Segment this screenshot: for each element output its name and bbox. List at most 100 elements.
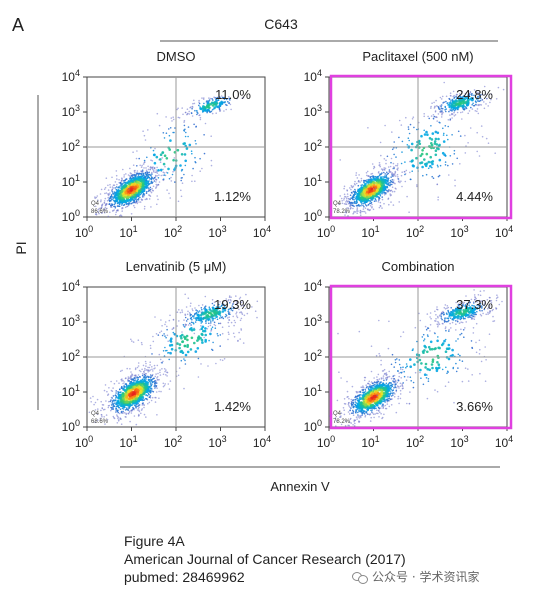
event-point — [355, 195, 358, 199]
event-point — [373, 377, 375, 379]
event-point — [397, 176, 399, 178]
event-point — [476, 108, 479, 110]
event-point — [215, 98, 218, 100]
event-point — [450, 100, 452, 102]
event-point — [206, 110, 209, 113]
event-point — [216, 105, 220, 109]
event-point — [211, 112, 214, 115]
event-point — [434, 332, 436, 335]
event-point — [214, 317, 216, 320]
event-point — [435, 99, 437, 102]
event-point — [420, 362, 423, 365]
event-point — [367, 208, 369, 210]
event-point — [384, 167, 387, 170]
event-point — [393, 141, 396, 143]
event-point — [372, 178, 375, 181]
event-point — [225, 313, 227, 316]
event-point — [116, 415, 119, 418]
event-point — [457, 367, 459, 369]
event-point — [451, 98, 454, 101]
event-point — [132, 341, 135, 343]
event-point — [199, 170, 201, 172]
event-point — [379, 201, 382, 204]
event-point — [161, 368, 163, 370]
event-point — [399, 393, 402, 395]
event-point — [145, 192, 148, 194]
event-point — [453, 101, 456, 105]
event-point — [123, 381, 125, 383]
event-point — [438, 158, 442, 162]
event-point — [357, 416, 359, 418]
event-point — [399, 368, 402, 370]
event-point — [241, 312, 243, 314]
event-point — [364, 207, 367, 209]
event-point — [355, 416, 358, 419]
event-point — [423, 115, 426, 118]
event-point — [220, 101, 224, 105]
event-point — [138, 375, 141, 378]
event-point — [497, 86, 500, 89]
event-point — [383, 386, 387, 390]
event-point — [387, 177, 390, 179]
event-point — [145, 169, 148, 172]
event-point — [350, 188, 352, 191]
event-point — [373, 397, 376, 401]
event-point — [148, 370, 151, 372]
event-point — [464, 92, 467, 95]
event-point — [191, 318, 193, 321]
event-point — [377, 199, 380, 201]
event-point — [145, 416, 147, 418]
event-point — [192, 309, 194, 312]
event-point — [356, 418, 358, 420]
panel-letter: A — [12, 15, 24, 35]
event-point — [180, 359, 183, 362]
event-point — [169, 380, 172, 382]
event-point — [366, 180, 369, 184]
event-point — [378, 395, 382, 399]
event-point — [360, 414, 362, 417]
event-point — [205, 101, 208, 103]
event-point — [453, 97, 455, 99]
event-point — [344, 214, 346, 216]
event-point — [422, 383, 425, 386]
event-point — [159, 161, 162, 163]
event-point — [115, 396, 118, 399]
event-point — [440, 107, 443, 110]
event-point — [459, 333, 461, 336]
event-point — [391, 385, 394, 388]
event-point — [425, 377, 428, 379]
event-point — [458, 322, 461, 325]
event-point — [376, 403, 379, 407]
event-point — [399, 385, 402, 388]
event-point — [141, 378, 144, 381]
event-point — [119, 396, 122, 400]
event-point — [143, 159, 146, 162]
event-point — [198, 304, 200, 307]
event-point — [166, 349, 168, 352]
event-point — [395, 164, 397, 167]
event-point — [357, 180, 360, 182]
event-point — [138, 189, 141, 193]
event-point — [454, 104, 457, 107]
event-point — [165, 374, 167, 376]
event-point — [459, 93, 461, 95]
event-point — [495, 297, 498, 300]
event-point — [339, 195, 342, 197]
event-point — [435, 143, 439, 146]
event-point — [400, 124, 403, 126]
event-point — [153, 153, 156, 157]
event-point — [132, 183, 136, 186]
event-point — [202, 98, 205, 100]
event-point — [438, 346, 441, 350]
event-point — [191, 152, 193, 155]
event-point — [437, 196, 440, 198]
event-point — [443, 339, 446, 343]
event-point — [137, 181, 141, 184]
event-point — [423, 129, 426, 132]
event-point — [129, 202, 131, 205]
event-point — [101, 212, 103, 214]
event-point — [156, 203, 158, 206]
event-point — [126, 188, 130, 192]
event-point — [107, 215, 110, 218]
event-point — [154, 396, 156, 399]
